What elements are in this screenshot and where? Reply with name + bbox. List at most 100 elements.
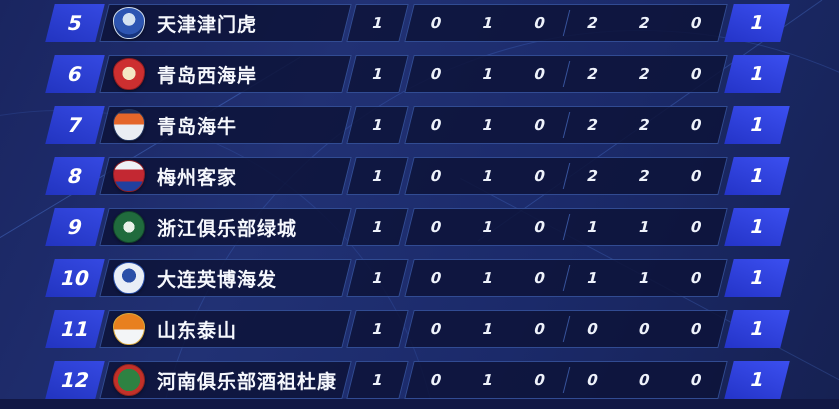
stats-cell: 0 1 0 0 0 0 — [404, 361, 728, 399]
team-cell[interactable]: 浙江俱乐部绿城 — [99, 208, 352, 246]
table-row[interactable]: 6 青岛西海岸 1 0 1 0 2 2 0 1 — [0, 55, 839, 93]
losses-value: 0 — [532, 218, 548, 236]
points-badge: 1 — [724, 4, 790, 42]
played-value: 1 — [370, 320, 385, 338]
wins-value: 0 — [428, 320, 444, 338]
team-cell[interactable]: 大连英博海发 — [99, 259, 352, 297]
played-cell: 1 — [346, 4, 409, 42]
points-badge: 1 — [724, 310, 790, 348]
points-badge: 1 — [724, 106, 790, 144]
team-cell[interactable]: 青岛海牛 — [99, 106, 352, 144]
goal-diff-value: 0 — [688, 269, 704, 287]
dalian-yingbo-crest-icon — [113, 262, 145, 294]
played-value: 1 — [370, 371, 385, 389]
team-cell[interactable]: 河南俱乐部酒祖杜康 — [99, 361, 352, 399]
goals-for-value: 2 — [584, 14, 600, 32]
rank-number: 9 — [65, 215, 85, 239]
qingdao-west-coast-crest-icon — [113, 58, 145, 90]
goals-against-value: 2 — [636, 65, 652, 83]
points-value: 1 — [747, 216, 767, 238]
team-name: 浙江俱乐部绿城 — [157, 217, 298, 240]
team-name: 青岛海牛 — [157, 115, 238, 138]
draws-value: 1 — [480, 116, 496, 134]
rank-number: 5 — [65, 11, 85, 35]
losses-value: 0 — [532, 167, 548, 185]
team-name: 河南俱乐部酒祖杜康 — [157, 370, 338, 393]
stats-cell: 0 1 0 2 2 0 — [404, 4, 728, 42]
rank-number: 10 — [58, 266, 92, 290]
meizhou-hakka-crest-icon — [113, 160, 145, 192]
wins-value: 0 — [428, 65, 444, 83]
qingdao-hainiu-crest-icon — [113, 109, 145, 141]
table-row[interactable]: 12 河南俱乐部酒祖杜康 1 0 1 0 0 0 0 1 — [0, 361, 839, 399]
rank-badge: 9 — [45, 208, 105, 246]
points-value: 1 — [747, 318, 767, 340]
draws-value: 1 — [480, 320, 496, 338]
standings-table: 5 天津津门虎 1 0 1 0 2 2 0 1 6 青岛西海岸 1 — [0, 4, 839, 409]
goal-diff-value: 0 — [688, 14, 704, 32]
stats-cell: 0 1 0 2 2 0 — [404, 157, 728, 195]
table-row[interactable]: 7 青岛海牛 1 0 1 0 2 2 0 1 — [0, 106, 839, 144]
goal-diff-value: 0 — [688, 371, 704, 389]
draws-value: 1 — [480, 14, 496, 32]
team-cell[interactable]: 山东泰山 — [99, 310, 352, 348]
henan-club-crest-icon — [113, 364, 145, 396]
wins-value: 0 — [428, 218, 444, 236]
table-row[interactable]: 11 山东泰山 1 0 1 0 0 0 0 1 — [0, 310, 839, 348]
wins-value: 0 — [428, 167, 444, 185]
shandong-taishan-crest-icon — [113, 313, 145, 345]
stats-cell: 0 1 0 1 1 0 — [404, 208, 728, 246]
rank-badge: 12 — [45, 361, 105, 399]
points-value: 1 — [747, 12, 767, 34]
rank-number: 8 — [65, 164, 85, 188]
points-value: 1 — [747, 165, 767, 187]
goals-against-value: 2 — [636, 167, 652, 185]
wins-value: 0 — [428, 116, 444, 134]
table-row[interactable]: 8 梅州客家 1 0 1 0 2 2 0 1 — [0, 157, 839, 195]
team-cell[interactable]: 天津津门虎 — [99, 4, 352, 42]
goal-diff-value: 0 — [688, 320, 704, 338]
played-cell: 1 — [346, 55, 409, 93]
stats-cell: 0 1 0 1 1 0 — [404, 259, 728, 297]
bottom-edge-strip — [0, 399, 839, 409]
played-value: 1 — [370, 14, 385, 32]
team-cell[interactable]: 梅州客家 — [99, 157, 352, 195]
goals-for-value: 2 — [584, 167, 600, 185]
table-row[interactable]: 9 浙江俱乐部绿城 1 0 1 0 1 1 0 1 — [0, 208, 839, 246]
goals-against-value: 0 — [636, 320, 652, 338]
wins-value: 0 — [428, 371, 444, 389]
points-badge: 1 — [724, 259, 790, 297]
played-cell: 1 — [346, 310, 409, 348]
rank-number: 12 — [58, 368, 92, 392]
goal-diff-value: 0 — [688, 65, 704, 83]
losses-value: 0 — [532, 116, 548, 134]
goal-diff-value: 0 — [688, 167, 704, 185]
goals-against-value: 0 — [636, 371, 652, 389]
goal-diff-value: 0 — [688, 218, 704, 236]
team-name: 青岛西海岸 — [157, 64, 258, 87]
points-value: 1 — [747, 114, 767, 136]
losses-value: 0 — [532, 65, 548, 83]
rank-badge: 10 — [45, 259, 105, 297]
rank-number: 11 — [58, 317, 92, 341]
points-badge: 1 — [724, 157, 790, 195]
played-cell: 1 — [346, 259, 409, 297]
goals-for-value: 2 — [584, 65, 600, 83]
table-row[interactable]: 5 天津津门虎 1 0 1 0 2 2 0 1 — [0, 4, 839, 42]
rank-number: 6 — [65, 62, 85, 86]
draws-value: 1 — [480, 371, 496, 389]
points-badge: 1 — [724, 55, 790, 93]
losses-value: 0 — [532, 14, 548, 32]
points-badge: 1 — [724, 361, 790, 399]
table-row[interactable]: 10 大连英博海发 1 0 1 0 1 1 0 1 — [0, 259, 839, 297]
goals-against-value: 1 — [636, 269, 652, 287]
goals-against-value: 2 — [636, 14, 652, 32]
played-value: 1 — [370, 269, 385, 287]
team-name: 山东泰山 — [157, 319, 238, 342]
played-cell: 1 — [346, 361, 409, 399]
team-cell[interactable]: 青岛西海岸 — [99, 55, 352, 93]
losses-value: 0 — [532, 371, 548, 389]
rank-badge: 7 — [45, 106, 105, 144]
played-value: 1 — [370, 65, 385, 83]
